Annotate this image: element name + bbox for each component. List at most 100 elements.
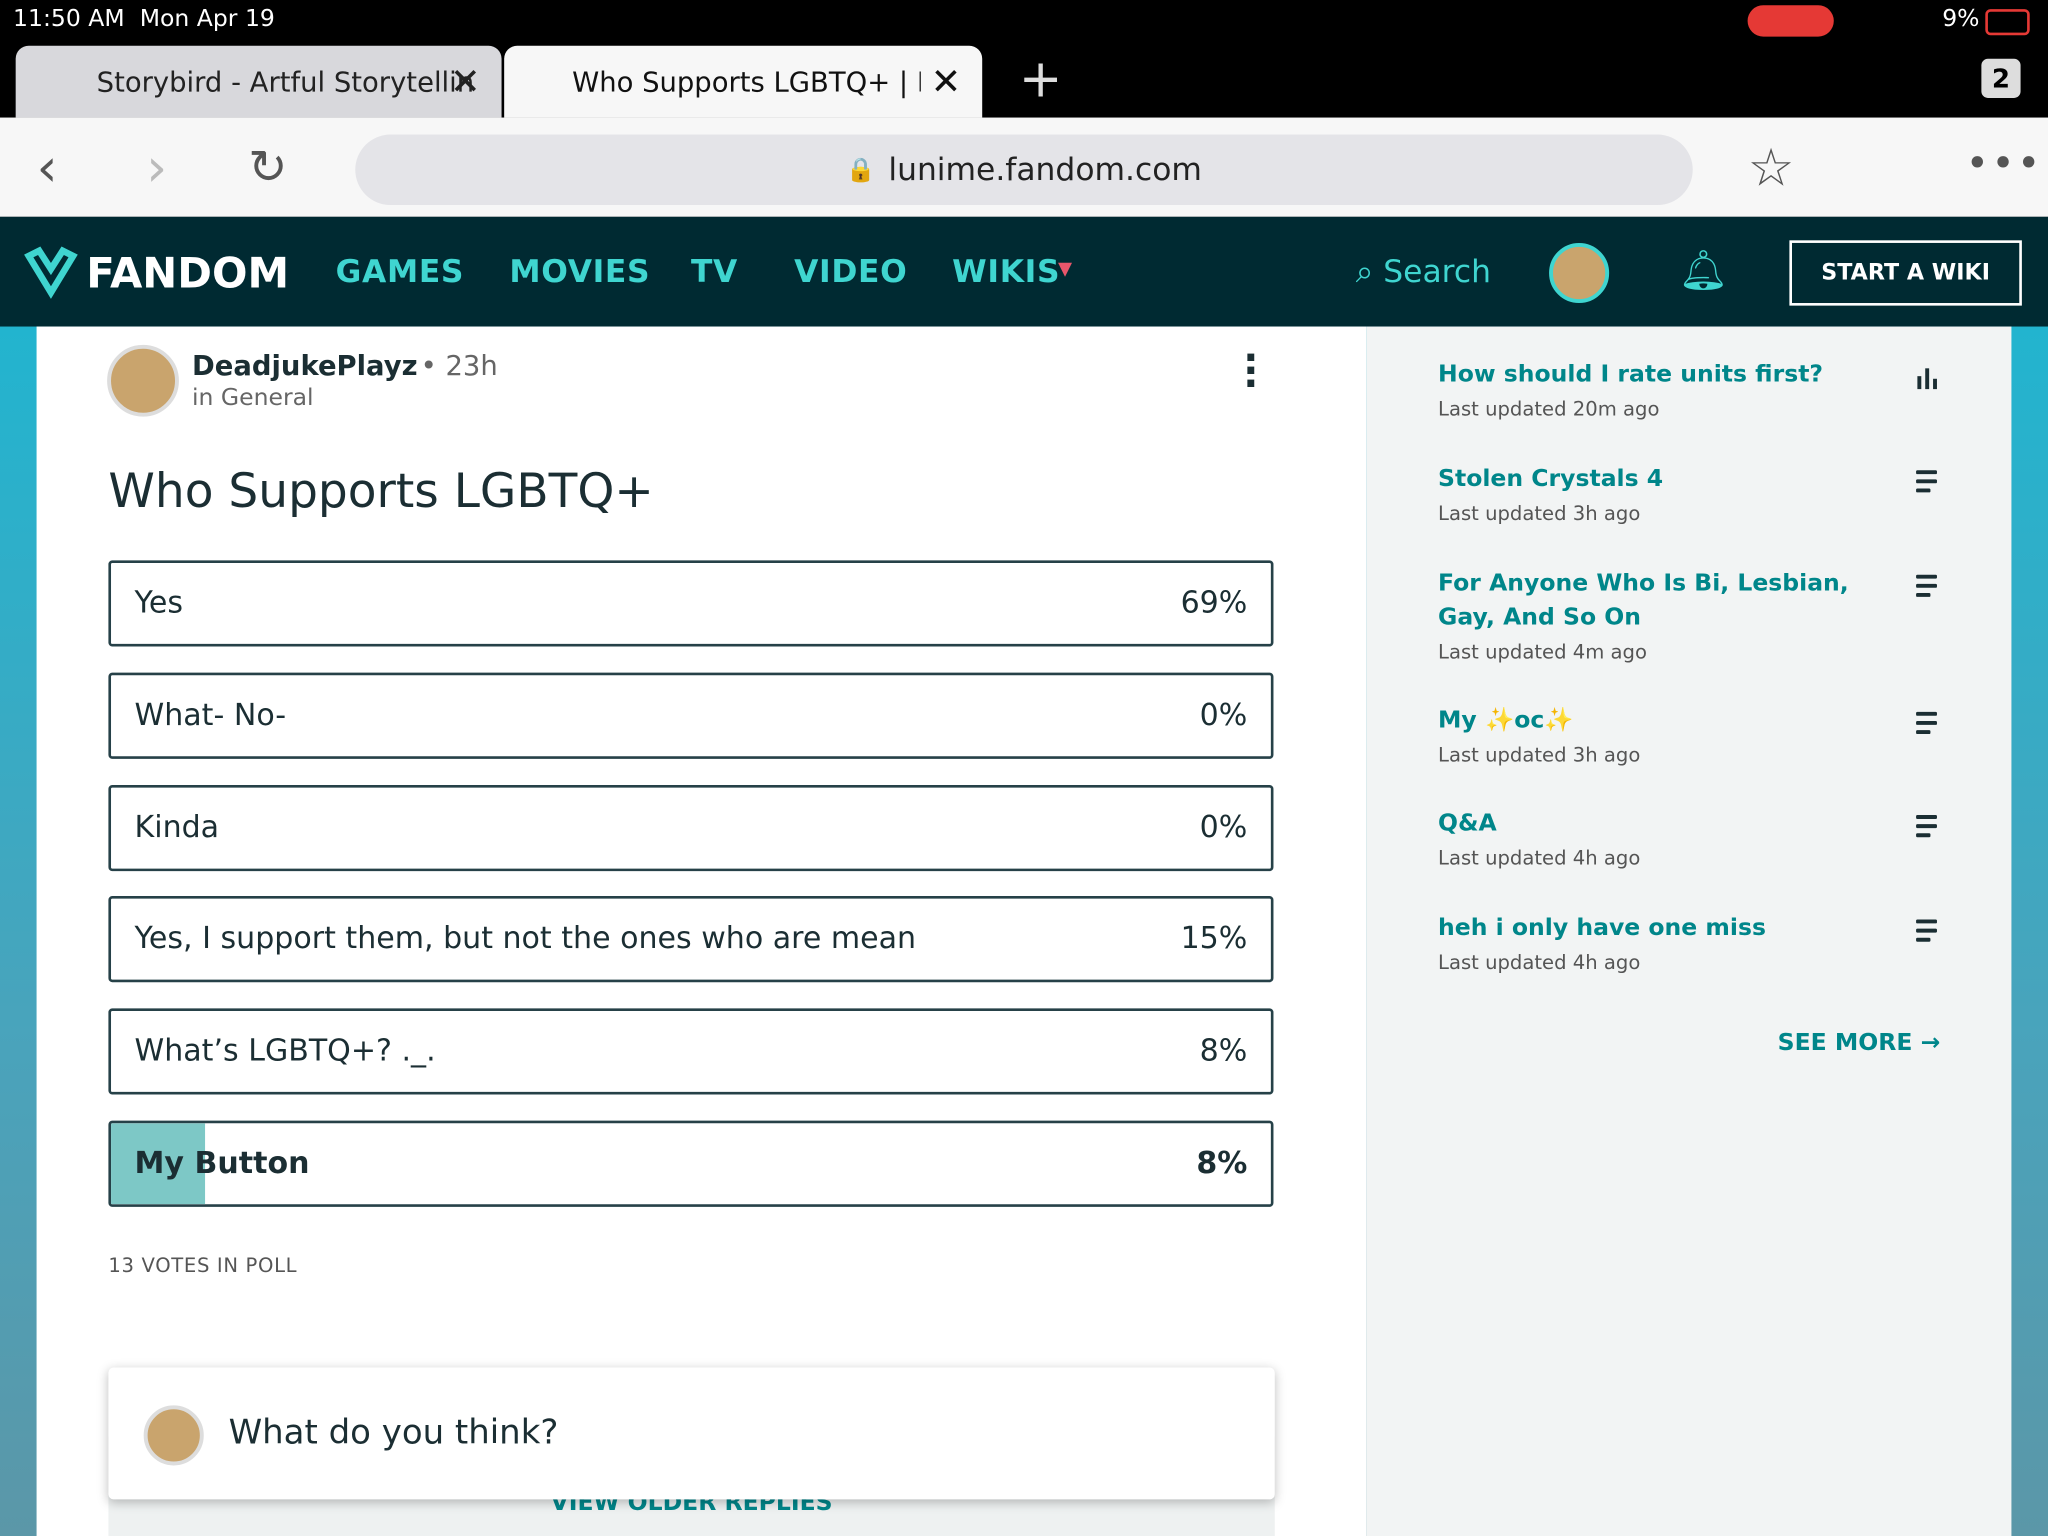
option-label: Yes [134,586,184,621]
user-avatar[interactable] [1549,242,1610,304]
reply-avatar [143,1405,204,1466]
discussion-title[interactable]: My ✨oc✨ [1438,706,1574,735]
discussion-title[interactable]: Q&A [1438,809,1497,838]
option-percent: 0% [1199,698,1248,733]
discussion-title[interactable]: heh i only have one miss [1438,914,1766,942]
discussion-title[interactable]: Stolen Crystals 4 [1438,464,1664,493]
search-label: Search [1383,253,1491,290]
post-type-icon [1916,919,1937,947]
text-line [1916,470,1937,475]
text-line [1916,720,1937,725]
text-line [1916,824,1937,829]
post-type-icon [1916,574,1937,602]
back-button[interactable]: ‹ [36,138,58,199]
url: lunime.fandom.com [888,151,1202,189]
option-percent: 8% [1199,1034,1248,1069]
author-avatar[interactable] [107,344,179,417]
option-label: What’s LGBTQ+? ._. [134,1034,436,1069]
sidebar [1366,326,2012,1536]
logo[interactable]: FANDOM [86,248,290,298]
forward-button[interactable]: › [146,138,168,199]
last-updated: Last updated 4h ago [1438,950,1641,975]
tab-count[interactable]: 2 [1981,58,2021,98]
search[interactable]: ⌕ Search [1355,253,1491,290]
tab-title: Who Supports LGBTQ+ | Fa [572,65,947,98]
author[interactable]: DeadjukePlayz [191,350,418,382]
nav-link[interactable]: TV [690,253,738,290]
category[interactable]: in General [191,383,314,412]
menu-button[interactable]: ••• [1965,141,2043,187]
post-menu[interactable]: · · · [1243,335,1259,408]
time: 11:50 AM [13,5,125,33]
text-line [1916,919,1937,924]
text-line [1916,479,1937,484]
poll-option[interactable]: Yes, I support them, but not the ones wh… [108,896,1274,983]
post-type-icon [1916,711,1937,739]
option-percent: 8% [1196,1146,1248,1181]
text-line [1916,711,1937,716]
discussion-title[interactable]: How should I rate units first? [1438,360,1824,388]
close-tab[interactable]: ✕ [449,60,481,104]
option-percent: 15% [1180,922,1248,957]
tab-title: Storybird - Artful Storytellin [96,65,475,98]
nav-link[interactable]: WIKIS [952,253,1061,290]
option-label: My Button [134,1146,310,1181]
post-title: Who Supports LGBTQ+ [108,464,654,519]
nav-link[interactable]: VIDEO [794,253,908,290]
option-label: What- No- [134,698,287,733]
nav-link[interactable]: GAMES [335,253,465,290]
reload-button[interactable]: ↻ [248,141,288,195]
text-line [1916,488,1931,493]
see-more[interactable]: SEE MORE → [1777,1029,1941,1057]
vote-count: 13 VOTES IN POLL [108,1253,298,1278]
date: Mon Apr 19 [139,5,275,33]
post-type-icon [1916,366,1937,395]
site-nav: FANDOM [0,216,2048,327]
last-updated: Last updated 4h ago [1438,846,1641,870]
post-card [36,326,1367,1536]
new-tab[interactable]: + [1018,49,1063,110]
url-field[interactable]: 🔒 lunime.fandom.com [355,134,1693,206]
close-tab[interactable]: ✕ [920,60,962,104]
option-percent: 0% [1199,810,1248,845]
poll-option[interactable]: What- No- 0% [108,672,1274,759]
text-line [1916,574,1937,579]
status-bar: 11:50 AM Mon Apr 19 9% [0,0,2048,40]
text-line [1916,937,1931,942]
reply-box[interactable]: What do you think? [108,1367,1275,1500]
text-line [1916,928,1937,933]
poll-option[interactable]: Yes 69% [108,560,1274,647]
selected-fill [111,1123,206,1205]
reply-prompt: What do you think? [228,1413,559,1453]
text-line [1916,730,1931,735]
post-time: • 23h [420,350,498,382]
nav-link[interactable]: MOVIES [509,253,651,290]
tab[interactable]: Storybird - Artful Storytellin ✕ [15,45,502,118]
poll-icon [1917,368,1937,390]
text-line [1916,583,1937,588]
lock-icon: 🔒 [846,156,876,184]
post-type-icon [1916,815,1937,842]
notifications[interactable]: 🔔︎ [1678,248,1729,294]
fandom-logo-icon [24,246,78,299]
bookmark-button[interactable]: ☆ [1747,138,1795,199]
start-wiki-button[interactable]: START A WIKI [1789,240,2022,306]
see-more-label: SEE MORE [1777,1029,1913,1057]
last-updated: Last updated 20m ago [1438,397,1660,421]
battery-icon [1985,9,2030,36]
text-line [1916,592,1931,597]
mic-indicator [1747,5,1834,37]
text-line [1916,815,1937,819]
post-type-icon [1916,470,1937,497]
tab-active[interactable]: Who Supports LGBTQ+ | Fa ✕ [504,45,983,118]
poll-option[interactable]: What’s LGBTQ+? ._. 8% [108,1008,1274,1095]
option-label: Yes, I support them, but not the ones wh… [134,922,917,957]
poll-option[interactable]: Kinda 0% [108,784,1274,871]
last-updated: Last updated 4m ago [1438,639,1647,664]
discussion-title[interactable]: For Anyone Who Is Bi, Lesbian, Gay, And … [1438,569,1849,631]
poll-option[interactable]: My Button 8% [108,1120,1274,1207]
last-updated: Last updated 3h ago [1438,501,1641,526]
battery: 9% [1942,5,1980,33]
option-percent: 69% [1180,586,1248,621]
